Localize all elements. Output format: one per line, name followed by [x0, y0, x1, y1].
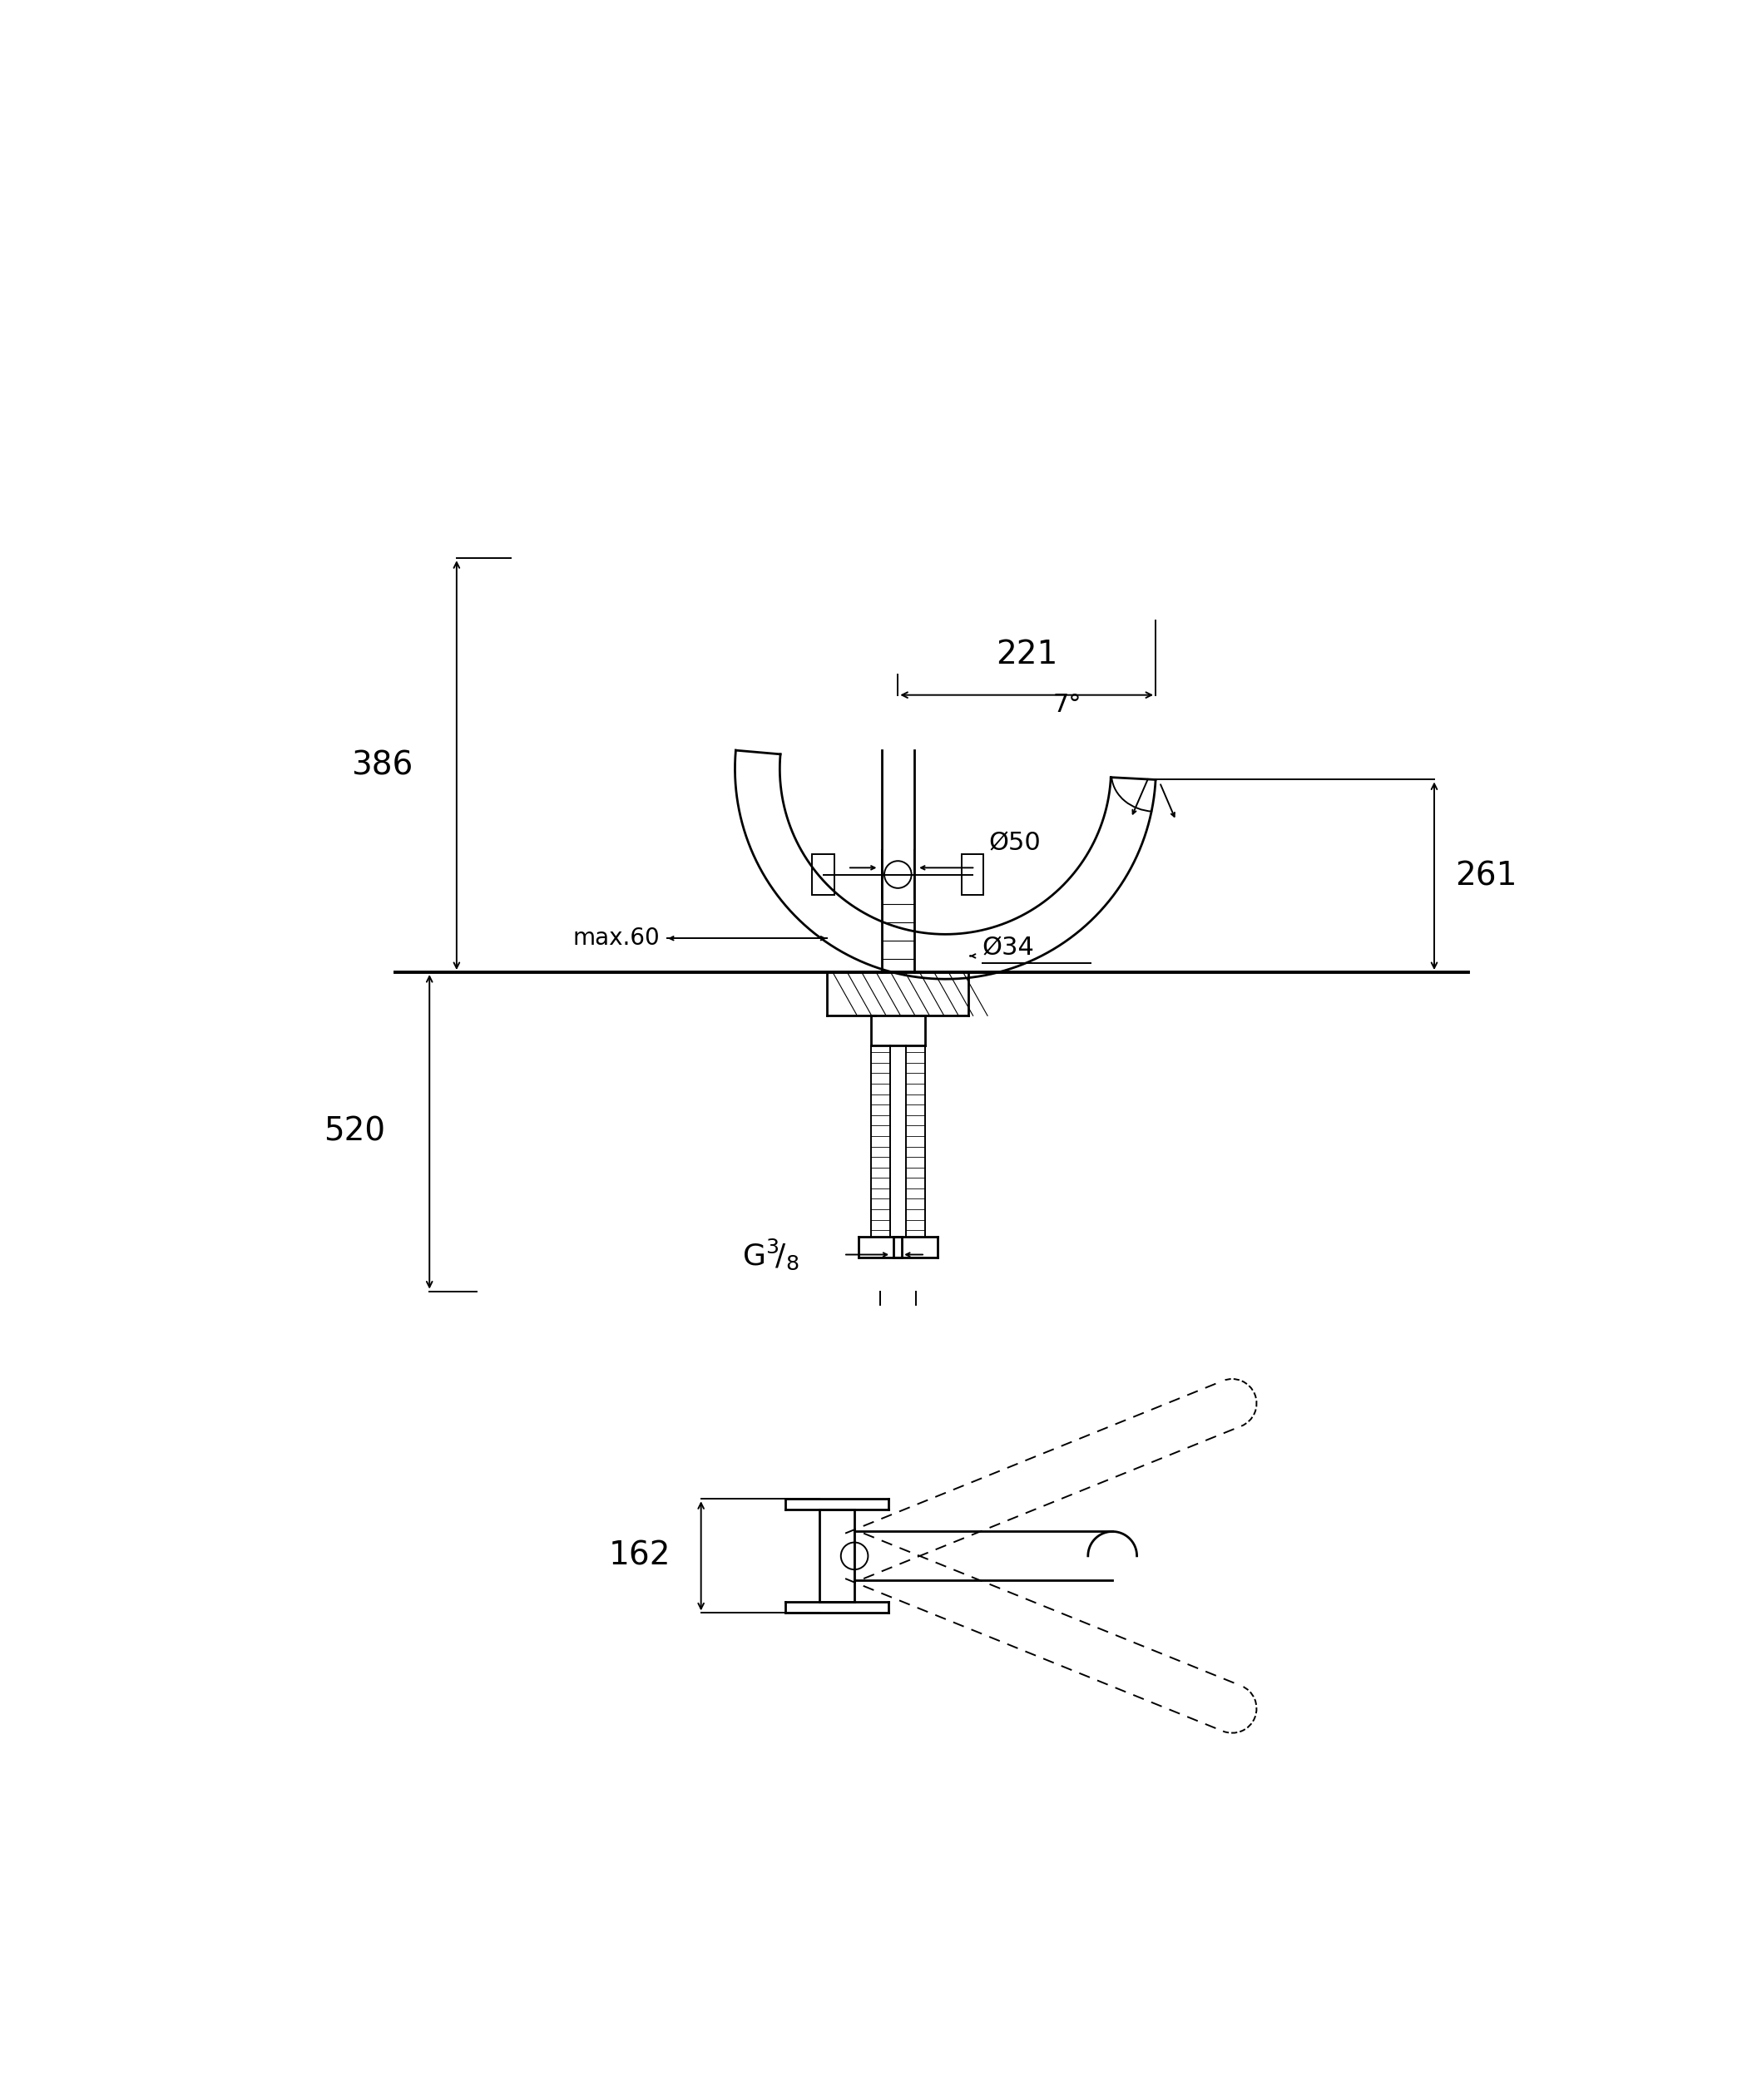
Text: G$^3\!/_{8}$: G$^3\!/_{8}$	[741, 1237, 799, 1273]
Bar	[813, 855, 834, 895]
Text: 261: 261	[1454, 861, 1517, 892]
Text: Ø50: Ø50	[988, 832, 1041, 855]
Text: max.60: max.60	[573, 926, 661, 949]
Text: 7°: 7°	[1053, 693, 1081, 716]
Text: 221: 221	[995, 638, 1058, 670]
Text: Ø34: Ø34	[983, 937, 1034, 960]
Text: 162: 162	[610, 1539, 671, 1571]
Text: 520: 520	[324, 1115, 385, 1147]
Bar	[962, 855, 983, 895]
Text: 386: 386	[350, 750, 413, 781]
